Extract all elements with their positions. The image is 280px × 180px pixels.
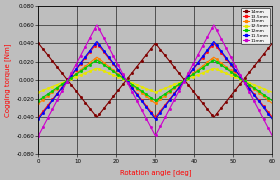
11mm (65, 81, 68, 84)
12.5mm (95, 67, 99, 69)
12.5mm (185, 78, 188, 81)
12.5mm (130, 81, 133, 84)
13mm (65, 80, 68, 82)
13mm (37, 102, 40, 105)
14mm (37, 42, 40, 44)
11mm (271, 135, 274, 137)
Legend: 14mm, 13.5mm, 13mm, 12.5mm, 12mm, 11.5mm, 11mm: 14mm, 13.5mm, 13mm, 12.5mm, 12mm, 11.5mm… (241, 8, 270, 44)
11mm (37, 135, 40, 137)
12mm (113, 72, 117, 74)
12mm (37, 100, 40, 102)
11.5mm (130, 87, 133, 89)
11mm (185, 76, 188, 78)
Line: 13mm: 13mm (38, 57, 273, 104)
11mm (130, 90, 133, 92)
11mm (95, 24, 99, 26)
14mm (206, 109, 209, 111)
13mm (206, 61, 209, 63)
X-axis label: Rotation angle [deg]: Rotation angle [deg] (120, 169, 191, 176)
14mm (113, 93, 117, 95)
11mm (113, 58, 117, 61)
11.5mm (113, 65, 117, 67)
12.5mm (271, 91, 274, 93)
12.5mm (65, 80, 68, 82)
12mm (206, 63, 209, 65)
11.5mm (185, 77, 188, 79)
Line: 12mm: 12mm (38, 59, 273, 101)
12mm (65, 80, 68, 82)
Y-axis label: Cogging torque [Nm]: Cogging torque [Nm] (4, 44, 11, 117)
12mm (271, 100, 274, 102)
14mm (185, 81, 188, 83)
13mm (113, 71, 117, 73)
11mm (207, 33, 211, 35)
Line: 13.5mm: 13.5mm (38, 43, 273, 118)
12mm (207, 62, 211, 64)
Line: 11mm: 11mm (38, 24, 273, 137)
13mm (130, 84, 133, 86)
14mm (95, 116, 99, 118)
12.5mm (37, 91, 40, 93)
13.5mm (113, 65, 117, 68)
13.5mm (130, 86, 133, 88)
12.5mm (113, 75, 117, 77)
13.5mm (207, 48, 211, 50)
11.5mm (65, 81, 68, 83)
11.5mm (37, 118, 40, 120)
13.5mm (95, 42, 99, 44)
Line: 14mm: 14mm (38, 42, 273, 118)
12mm (130, 83, 133, 85)
12.5mm (206, 70, 209, 72)
12mm (95, 59, 99, 61)
11.5mm (206, 48, 209, 50)
11.5mm (271, 118, 274, 120)
13mm (207, 60, 211, 62)
12.5mm (207, 69, 211, 71)
Line: 12.5mm: 12.5mm (38, 68, 273, 93)
13mm (95, 56, 99, 58)
14mm (130, 72, 133, 74)
14mm (207, 110, 211, 112)
14mm (65, 78, 68, 80)
13.5mm (65, 81, 68, 83)
13.5mm (37, 116, 40, 118)
14mm (271, 42, 274, 44)
13mm (185, 78, 188, 80)
13.5mm (185, 77, 188, 79)
13.5mm (271, 116, 274, 118)
Line: 11.5mm: 11.5mm (38, 41, 273, 120)
11.5mm (95, 40, 99, 43)
11mm (206, 35, 209, 37)
13.5mm (206, 50, 209, 52)
13mm (271, 102, 274, 105)
12mm (185, 78, 188, 80)
11.5mm (207, 47, 211, 49)
